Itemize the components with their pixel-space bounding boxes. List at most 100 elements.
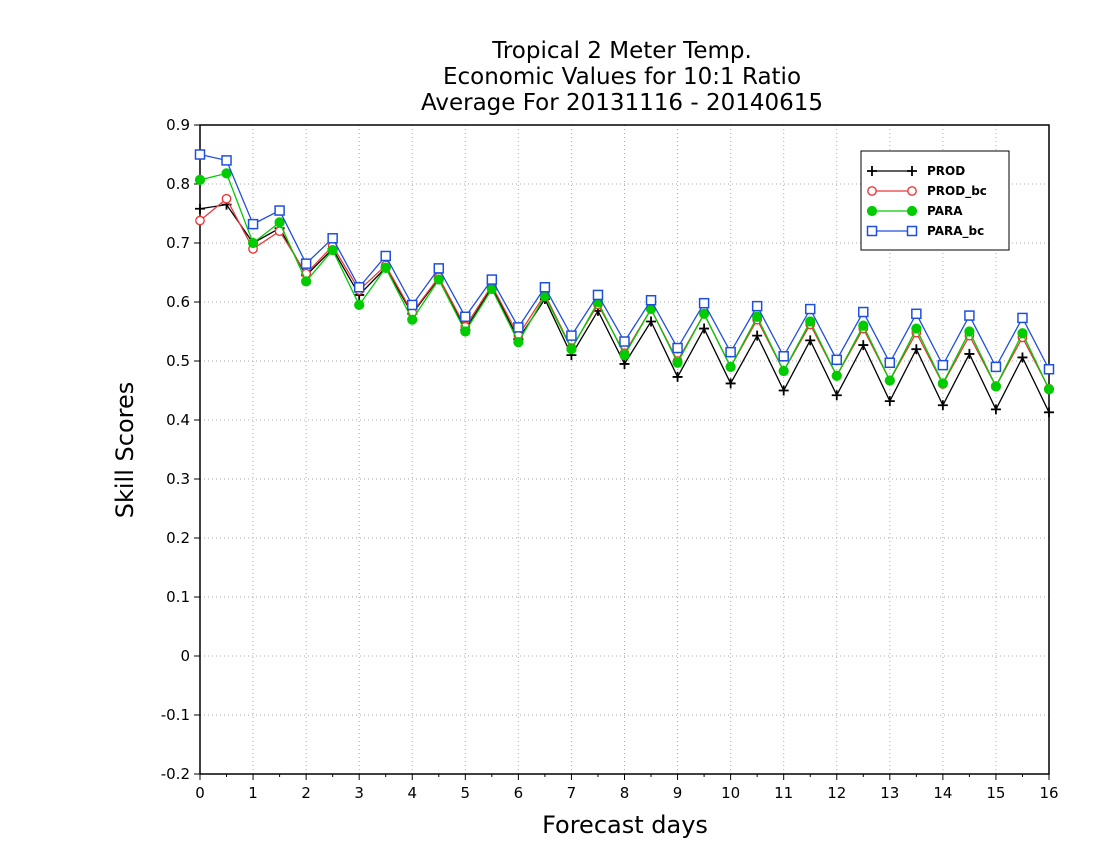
- data-point-para-bc: [407, 299, 418, 311]
- y-tick-label: 0.3: [166, 470, 190, 488]
- data-point-para: [858, 320, 869, 331]
- data-point-para-bc: [964, 310, 975, 321]
- data-point-prod: [699, 323, 710, 334]
- data-point-para: [698, 308, 710, 319]
- data-point-para: [327, 244, 338, 256]
- legend: PROD PROD_bc PARA PARA_bc: [860, 150, 1010, 251]
- x-tick-label: 10: [721, 784, 740, 802]
- y-tick-label: 0: [180, 647, 190, 665]
- data-point-para-bc: [911, 308, 922, 320]
- title-line-1: Tropical 2 Meter Temp.: [491, 38, 752, 64]
- data-point-prod: [672, 371, 683, 382]
- data-point-prod-bc: [195, 215, 205, 226]
- data-point-para-bc: [1043, 364, 1055, 375]
- data-point-para-bc: [194, 149, 206, 160]
- series-layer: [194, 149, 1055, 418]
- data-point-prod: [778, 385, 789, 396]
- x-tick-label: 11: [774, 784, 793, 802]
- data-point-para-bc: [725, 346, 736, 358]
- data-point-para: [937, 378, 948, 389]
- data-point-prod: [1017, 352, 1028, 363]
- data-point-para: [221, 168, 232, 179]
- data-point-para: [407, 314, 418, 325]
- y-tick-label: 0.5: [166, 352, 190, 370]
- legend-label-para-bc: PARA_bc: [927, 224, 984, 239]
- y-tick-label: 0.1: [166, 588, 190, 606]
- x-tick-label: 1: [248, 784, 258, 802]
- x-tick-label: 6: [514, 784, 524, 802]
- data-point-para: [1043, 384, 1055, 395]
- data-point-para-bc: [831, 354, 842, 366]
- chart-title: Tropical 2 Meter Temp. Economic Values f…: [421, 38, 823, 116]
- data-point-para-bc: [539, 282, 551, 293]
- data-point-prod: [1044, 407, 1054, 418]
- x-tick-label: 3: [354, 784, 364, 802]
- data-point-para-bc: [300, 258, 312, 269]
- y-tick-label: -0.2: [161, 765, 190, 783]
- x-tick-label: 16: [1039, 784, 1058, 802]
- x-tick-label: 5: [461, 784, 471, 802]
- data-point-para-bc: [274, 205, 285, 216]
- data-point-para: [194, 174, 206, 185]
- data-point-para: [301, 276, 312, 287]
- data-point-prod: [831, 390, 842, 401]
- data-point-prod: [990, 404, 1001, 415]
- data-point-para: [380, 262, 391, 273]
- legend-marker: [866, 225, 878, 237]
- data-point-prod: [937, 400, 948, 411]
- title-line-3: Average For 20131116 - 20140615: [421, 90, 823, 116]
- series-para-bc: [194, 149, 1055, 375]
- data-point-para: [619, 350, 630, 361]
- data-point-para-bc: [672, 342, 683, 354]
- data-point-para-bc: [884, 357, 896, 369]
- data-point-para: [247, 237, 259, 249]
- legend-label-para: PARA: [927, 204, 963, 218]
- data-point-para-bc: [592, 289, 604, 301]
- x-tick-label: 14: [933, 784, 952, 802]
- data-point-para-bc: [433, 263, 445, 274]
- data-point-para-bc: [380, 250, 391, 262]
- legend-box: [860, 150, 1010, 251]
- data-point-para-bc: [247, 218, 259, 230]
- data-point-para-bc: [327, 233, 338, 244]
- data-point-para: [274, 217, 285, 228]
- data-point-para-bc: [1017, 312, 1028, 324]
- legend-marker: [866, 205, 878, 217]
- legend-label-prod-bc: PROD_bc: [927, 184, 987, 199]
- legend-marker: [906, 205, 918, 217]
- y-tick-label: -0.1: [161, 706, 190, 724]
- x-tick-label: 0: [195, 784, 205, 802]
- x-tick-label: 2: [301, 784, 311, 802]
- legend-marker: [906, 225, 918, 237]
- data-point-prod: [884, 396, 895, 407]
- x-tick-label: 4: [407, 784, 417, 802]
- legend-entry-para: PARA: [866, 204, 963, 218]
- legend-marker: [867, 166, 877, 176]
- y-tick-label: 0.8: [166, 175, 190, 193]
- data-point-para: [725, 361, 736, 372]
- data-point-para-bc: [645, 294, 657, 306]
- x-tick-label: 7: [567, 784, 577, 802]
- legend-entry-prod-bc: PROD_bc: [867, 184, 987, 199]
- data-point-para: [911, 323, 922, 334]
- data-point-para-bc: [460, 311, 471, 322]
- data-point-para: [672, 357, 683, 368]
- data-point-para: [433, 274, 444, 285]
- data-point-para: [1017, 328, 1028, 339]
- data-point-para-bc: [751, 300, 763, 312]
- data-point-para: [964, 326, 975, 337]
- data-point-para: [354, 299, 365, 311]
- data-point-prod: [858, 340, 869, 351]
- data-point-para-bc: [804, 303, 816, 315]
- data-point-para-bc: [778, 351, 789, 362]
- data-point-para: [990, 381, 1002, 392]
- data-point-prod: [619, 358, 630, 369]
- data-point-prod: [911, 344, 922, 355]
- title-line-2: Economic Values for 10:1 Ratio: [443, 64, 801, 90]
- grid-lines: [200, 125, 1049, 774]
- data-point-para: [884, 375, 895, 386]
- data-point-prod: [725, 378, 736, 389]
- y-tick-label: 0.9: [166, 116, 190, 134]
- y-tick-label: 0.6: [166, 293, 190, 311]
- data-point-para: [831, 370, 842, 381]
